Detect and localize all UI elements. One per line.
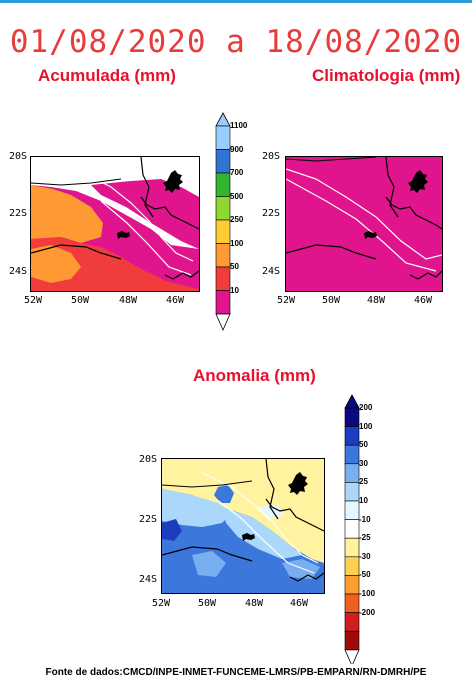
acumulada-lat-tick: 22S <box>9 208 28 219</box>
anomaly-colorbar-label: 10 <box>359 496 368 505</box>
acumulada-lon-tick: 50W <box>71 295 90 306</box>
colorbar-segment <box>344 444 360 465</box>
colorbar-segment <box>215 266 231 291</box>
anomaly-colorbar-label: 200 <box>359 403 373 412</box>
colorbar-segment <box>215 125 231 150</box>
colorbar-segment <box>215 196 231 221</box>
colorbar-bottom-arrow <box>344 649 360 664</box>
colorbar-segment <box>215 219 231 244</box>
colorbar-segment <box>344 537 360 558</box>
anomaly-colorbar-label: 50 <box>359 440 368 450</box>
climatologia-lon-tick: 50W <box>322 295 341 306</box>
precip-colorbar-label: 500 <box>230 191 244 201</box>
colorbar-segment <box>344 630 360 651</box>
anomalia-title: Anomalia (mm) <box>193 366 316 385</box>
colorbar-segment <box>215 243 231 268</box>
precip-colorbar-label: 700 <box>230 168 244 177</box>
climatologia-title: Climatologia (mm) <box>312 66 461 85</box>
top-accent-line <box>0 0 472 3</box>
climatologia-lon-tick: 46W <box>414 295 433 306</box>
anomaly-colorbar-label: -100 <box>359 589 376 598</box>
precip-colorbar-label: 1100 <box>230 121 248 130</box>
anomalia-lon-tick: 50W <box>198 598 217 609</box>
precip-colorbar-label: 10 <box>230 285 239 295</box>
colorbar-top-arrow <box>344 394 360 409</box>
colorbar-segment <box>344 575 360 595</box>
anomaly-colorbar-label: -10 <box>359 514 371 524</box>
colorbar-segment <box>215 149 231 174</box>
acumulada-lon-tick: 46W <box>166 295 185 306</box>
anomalia-lat-tick: 24S <box>139 574 158 585</box>
colorbar-segment <box>215 172 231 197</box>
colorbar-segment <box>344 426 360 446</box>
colorbar-segment <box>344 612 360 632</box>
climatologia-map <box>285 156 443 292</box>
colorbar-top-arrow <box>215 112 231 127</box>
anomalia-lon-tick: 48W <box>245 598 264 609</box>
climatologia-lat-tick: 22S <box>262 208 281 219</box>
anomalia-map <box>161 458 325 594</box>
acumulada-map <box>30 156 200 292</box>
precip-colorbar-label: 900 <box>230 144 244 154</box>
precip-colorbar-label: 100 <box>230 238 244 248</box>
acumulada-lon-tick: 52W <box>24 295 43 306</box>
anomaly-colorbar-label: -200 <box>359 607 376 617</box>
acumulada-lon-tick: 48W <box>119 295 138 306</box>
colorbar-bottom-arrow <box>215 313 231 331</box>
acumulada-title: Acumulada (mm) <box>38 66 176 85</box>
anomaly-colorbar-label: -50 <box>359 570 371 580</box>
date-range-title: 01/08/2020 a 18/08/2020 <box>9 24 463 60</box>
acumulada-lat-tick: 20S <box>9 151 28 162</box>
climatologia-lat-tick: 24S <box>262 266 281 277</box>
anomaly-colorbar-label: -30 <box>359 551 371 561</box>
anomalia-lat-tick: 20S <box>139 454 158 465</box>
colorbar-segment <box>344 519 360 539</box>
acumulada-lat-tick: 24S <box>9 266 28 277</box>
colorbar-segment <box>344 482 360 502</box>
anomalia-lat-tick: 22S <box>139 514 158 525</box>
anomalia-lon-tick: 46W <box>290 598 309 609</box>
precip-colorbar <box>215 112 231 331</box>
colorbar-segment <box>344 593 360 613</box>
data-source-footer: Fonte de dados:CMCD/INPE-INMET-FUNCEME-L… <box>45 667 427 678</box>
colorbar-segment <box>344 500 360 520</box>
anomaly-colorbar-label: 25 <box>359 477 368 487</box>
precip-colorbar-label: 50 <box>230 262 239 271</box>
anomaly-colorbar-label: -25 <box>359 533 371 543</box>
colorbar-segment <box>344 463 360 483</box>
anomaly-colorbar-label: 30 <box>359 458 368 468</box>
colorbar-segment <box>215 290 231 315</box>
colorbar-segment <box>344 407 360 427</box>
climatologia-lon-tick: 48W <box>367 295 386 306</box>
anomaly-colorbar <box>344 394 360 664</box>
precip-colorbar-label: 250 <box>230 215 244 224</box>
climatologia-lat-tick: 20S <box>262 151 281 162</box>
colorbar-segment <box>344 556 360 576</box>
anomaly-colorbar-label: 100 <box>359 421 373 431</box>
climatologia-lon-tick: 52W <box>277 295 296 306</box>
anomalia-lon-tick: 52W <box>152 598 171 609</box>
